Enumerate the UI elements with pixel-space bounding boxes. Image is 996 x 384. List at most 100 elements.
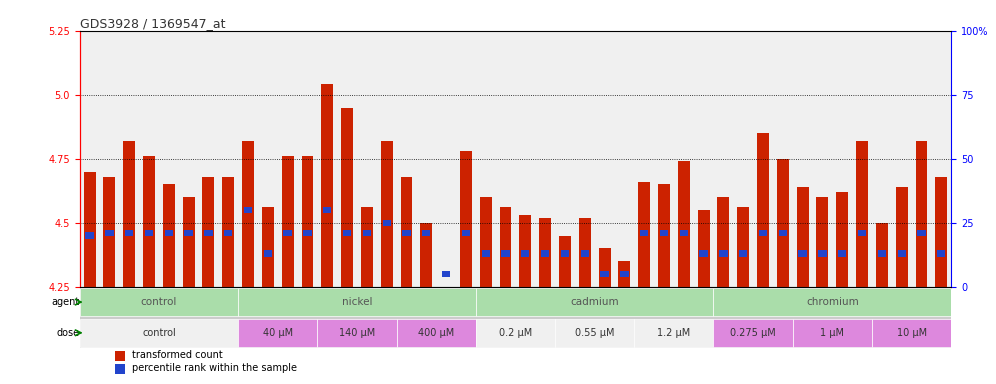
Text: 10 μM: 10 μM xyxy=(896,328,926,338)
Text: cadmium: cadmium xyxy=(571,297,619,307)
Bar xyxy=(143,156,155,287)
Bar xyxy=(640,230,648,236)
Bar xyxy=(621,271,628,277)
Bar xyxy=(857,141,868,287)
Bar xyxy=(284,230,292,236)
Bar xyxy=(182,197,194,287)
Bar xyxy=(579,218,591,287)
Bar xyxy=(202,177,214,287)
Bar xyxy=(678,161,689,287)
Text: 0.2 μM: 0.2 μM xyxy=(499,328,532,338)
Bar xyxy=(697,210,709,287)
Bar xyxy=(875,223,887,287)
FancyBboxPatch shape xyxy=(80,319,238,347)
Bar xyxy=(797,187,809,287)
FancyBboxPatch shape xyxy=(713,288,951,316)
Bar xyxy=(521,250,530,257)
FancyBboxPatch shape xyxy=(476,319,555,347)
Bar xyxy=(264,250,272,257)
Bar xyxy=(877,250,886,257)
Text: GDS3928 / 1369547_at: GDS3928 / 1369547_at xyxy=(80,17,225,30)
Bar xyxy=(460,151,472,287)
Bar xyxy=(658,184,670,287)
Bar xyxy=(361,207,373,287)
Text: percentile rank within the sample: percentile rank within the sample xyxy=(131,363,297,373)
Bar xyxy=(481,250,490,257)
Bar xyxy=(115,364,125,374)
Text: 1.2 μM: 1.2 μM xyxy=(657,328,690,338)
Bar xyxy=(242,141,254,287)
FancyBboxPatch shape xyxy=(713,319,793,347)
Bar xyxy=(539,218,551,287)
Bar xyxy=(541,250,550,257)
FancyBboxPatch shape xyxy=(555,319,634,347)
Bar xyxy=(323,207,332,213)
Bar xyxy=(262,207,274,287)
Bar xyxy=(737,207,749,287)
Bar xyxy=(837,192,849,287)
Text: 1 μM: 1 μM xyxy=(821,328,845,338)
Bar xyxy=(717,197,729,287)
Bar xyxy=(719,250,727,257)
Bar xyxy=(462,230,470,236)
FancyBboxPatch shape xyxy=(238,288,476,316)
Bar xyxy=(125,230,133,236)
Bar xyxy=(619,261,630,287)
Text: 400 μM: 400 μM xyxy=(418,328,454,338)
Bar xyxy=(442,271,450,277)
Bar xyxy=(500,207,512,287)
Bar xyxy=(777,159,789,287)
Bar xyxy=(915,141,927,287)
Bar xyxy=(599,248,611,287)
Bar xyxy=(363,230,372,236)
Bar xyxy=(858,230,867,236)
Bar xyxy=(343,230,352,236)
Bar xyxy=(164,230,173,236)
Bar xyxy=(501,250,510,257)
Bar xyxy=(144,230,153,236)
Bar xyxy=(559,235,571,287)
Text: control: control xyxy=(142,328,175,338)
Bar xyxy=(679,230,688,236)
Bar xyxy=(897,250,905,257)
Bar xyxy=(937,250,945,257)
Bar xyxy=(659,230,668,236)
Bar xyxy=(222,177,234,287)
Bar xyxy=(581,250,589,257)
Bar xyxy=(519,215,531,287)
Bar xyxy=(124,141,135,287)
Bar xyxy=(106,230,114,236)
Bar xyxy=(244,207,252,213)
Bar xyxy=(400,177,412,287)
Bar xyxy=(561,250,569,257)
FancyBboxPatch shape xyxy=(238,319,318,347)
Bar xyxy=(163,184,174,287)
Bar xyxy=(115,351,125,361)
Bar xyxy=(638,182,650,287)
Bar xyxy=(895,187,907,287)
Bar xyxy=(420,223,432,287)
Bar xyxy=(917,230,925,236)
Text: control: control xyxy=(140,297,177,307)
Text: dose: dose xyxy=(57,328,80,338)
Bar xyxy=(104,177,116,287)
Bar xyxy=(224,230,232,236)
Bar xyxy=(817,197,829,287)
Bar xyxy=(422,230,430,236)
Bar xyxy=(380,141,392,287)
Bar xyxy=(838,250,847,257)
Text: 40 μM: 40 μM xyxy=(263,328,293,338)
FancyBboxPatch shape xyxy=(872,319,951,347)
FancyBboxPatch shape xyxy=(318,319,396,347)
Bar xyxy=(302,156,314,287)
Bar xyxy=(322,84,334,287)
Bar xyxy=(382,220,390,226)
Text: transformed count: transformed count xyxy=(131,350,223,360)
Bar xyxy=(819,250,827,257)
FancyBboxPatch shape xyxy=(793,319,872,347)
Text: nickel: nickel xyxy=(342,297,373,307)
Bar xyxy=(402,230,410,236)
Bar xyxy=(799,250,807,257)
FancyBboxPatch shape xyxy=(634,319,713,347)
Text: 140 μM: 140 μM xyxy=(339,328,375,338)
